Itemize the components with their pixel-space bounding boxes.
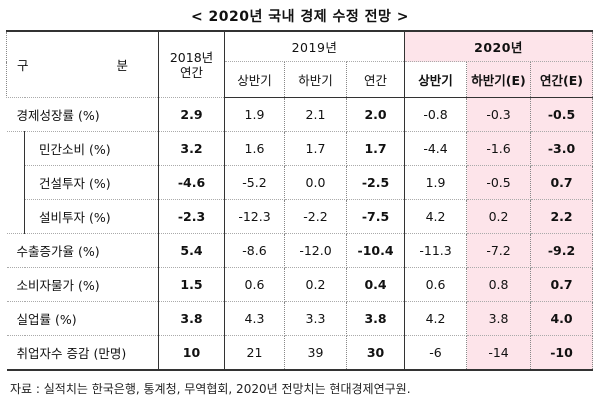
row-value: 0.0 bbox=[284, 165, 347, 200]
row-label: 건설투자 (%) bbox=[24, 165, 159, 200]
row-indent-gutter bbox=[6, 165, 25, 200]
source-note: 자료 : 실적치는 한국은행, 통계청, 무역협회, 2020년 전망치는 현대… bbox=[10, 382, 411, 396]
header-2020-annual: 연간(E) bbox=[530, 61, 594, 98]
table-row: 소비자물가 (%) 1.5 0.6 0.2 0.4 0.6 0.8 0.7 bbox=[6, 267, 594, 302]
row-value: 1.5 bbox=[158, 267, 225, 302]
row-value: -12.3 bbox=[224, 199, 285, 234]
row-label: 민간소비 (%) bbox=[24, 131, 159, 166]
header-row-2: 상반기 하반기 연간 상반기 하반기(E) 연간(E) bbox=[7, 61, 594, 98]
row-indent-gutter bbox=[6, 199, 25, 234]
row-value: 2.0 bbox=[345, 97, 406, 132]
row-value: 1.9 bbox=[224, 97, 285, 132]
row-value: 30 bbox=[345, 335, 406, 371]
row-value: 3.2 bbox=[158, 131, 225, 166]
table-title: < 2020년 국내 경제 수정 전망 > bbox=[190, 9, 410, 25]
row-value: 0.7 bbox=[530, 165, 594, 200]
table-row: 실업률 (%) 3.8 4.3 3.3 3.8 4.2 3.8 4.0 bbox=[6, 301, 594, 336]
header-2018-annual: 2018년 연간 bbox=[158, 30, 225, 98]
header-2018-label: 연간 bbox=[179, 64, 203, 80]
row-value: 0.4 bbox=[345, 267, 406, 302]
row-value: -10 bbox=[530, 335, 594, 371]
row-value: 4.2 bbox=[404, 301, 468, 336]
row-value: -1.6 bbox=[466, 131, 532, 166]
row-value: -11.3 bbox=[404, 233, 468, 268]
table-row: 경제성장률 (%) 2.9 1.9 2.1 2.0 -0.8 -0.3 -0.5 bbox=[6, 97, 594, 132]
header-2019-h1: 상반기 bbox=[224, 61, 285, 98]
header-category-cell: 구 분 bbox=[6, 30, 159, 98]
row-value: 1.9 bbox=[404, 165, 468, 200]
header-row-1: 구 분 2018년 연간 2019년 2020년 bbox=[6, 30, 594, 98]
row-value: 4.3 bbox=[224, 301, 285, 336]
row-value: -4.4 bbox=[404, 131, 468, 166]
row-value: -10.4 bbox=[345, 233, 406, 268]
row-label: 소비자물가 (%) bbox=[6, 267, 159, 302]
row-label: 수출증가율 (%) bbox=[6, 233, 159, 268]
row-value: -9.2 bbox=[530, 233, 594, 268]
table-row: 건설투자 (%) -4.6 -5.2 0.0 -2.5 1.9 -0.5 0.7 bbox=[6, 165, 594, 200]
header-2019-annual: 연간 bbox=[345, 61, 406, 98]
row-value: -0.8 bbox=[404, 97, 468, 132]
row-value: 0.6 bbox=[224, 267, 285, 302]
row-value: 21 bbox=[224, 335, 285, 371]
row-value: 10 bbox=[158, 335, 225, 371]
row-value: 0.2 bbox=[284, 267, 347, 302]
table-body: 경제성장률 (%) 2.9 1.9 2.1 2.0 -0.8 -0.3 -0.5 민간소비 (%… bbox=[6, 97, 594, 371]
row-label: 실업률 (%) bbox=[6, 301, 159, 336]
header-2019-h2: 하반기 bbox=[284, 61, 347, 98]
row-value: 3.8 bbox=[466, 301, 532, 336]
row-value: -4.6 bbox=[158, 165, 225, 200]
row-value: 5.4 bbox=[158, 233, 225, 268]
row-value: 3.8 bbox=[158, 301, 225, 336]
row-label: 경제성장률 (%) bbox=[6, 97, 159, 132]
row-value: -2.3 bbox=[158, 199, 225, 234]
row-value: 3.3 bbox=[284, 301, 347, 336]
row-value: 2.9 bbox=[158, 97, 225, 132]
header-2020-h2: 하반기(E) bbox=[466, 61, 532, 98]
header-2020-h1: 상반기 bbox=[404, 61, 468, 98]
row-value: -0.5 bbox=[530, 97, 594, 132]
row-label: 설비투자 (%) bbox=[24, 199, 159, 234]
economic-outlook-table: 구 분 2018년 연간 2019년 2020년 상반기 하반기 연간 상반기 … bbox=[6, 30, 594, 371]
header-category-right: 분 bbox=[116, 58, 128, 73]
row-value: 0.2 bbox=[466, 199, 532, 234]
row-value: 39 bbox=[284, 335, 347, 371]
row-value: -14 bbox=[466, 335, 532, 371]
row-value: 2.2 bbox=[530, 199, 594, 234]
table-row: 설비투자 (%) -2.3 -12.3 -2.2 -7.5 4.2 0.2 2.2 bbox=[6, 199, 594, 234]
row-value: 1.7 bbox=[284, 131, 347, 166]
row-value: 1.7 bbox=[345, 131, 406, 166]
header-2018-year: 2018년 bbox=[169, 49, 214, 65]
row-value: 0.8 bbox=[466, 267, 532, 302]
row-value: 4.2 bbox=[404, 199, 468, 234]
row-value: -8.6 bbox=[224, 233, 285, 268]
row-value: -7.5 bbox=[345, 199, 406, 234]
row-value: 4.0 bbox=[530, 301, 594, 336]
row-value: -0.5 bbox=[466, 165, 532, 200]
row-value: 1.6 bbox=[224, 131, 285, 166]
row-indent-gutter bbox=[6, 131, 25, 166]
table-row: 민간소비 (%) 3.2 1.6 1.7 1.7 -4.4 -1.6 -3.0 bbox=[6, 131, 594, 166]
table-row: 취업자수 증감 (만명) 10 21 39 30 -6 -14 -10 bbox=[6, 335, 594, 371]
row-value: -0.3 bbox=[466, 97, 532, 132]
row-label: 취업자수 증감 (만명) bbox=[6, 335, 159, 371]
row-value: -2.5 bbox=[345, 165, 406, 200]
row-value: 0.6 bbox=[404, 267, 468, 302]
row-value: -5.2 bbox=[224, 165, 285, 200]
row-value: -3.0 bbox=[530, 131, 594, 166]
header-group-2020: 2020년 bbox=[404, 30, 594, 62]
row-value: -7.2 bbox=[466, 233, 532, 268]
row-value: 3.8 bbox=[345, 301, 406, 336]
header-group-2019: 2019년 bbox=[223, 30, 406, 62]
row-value: 2.1 bbox=[284, 97, 347, 132]
row-value: -2.2 bbox=[284, 199, 347, 234]
row-value: -12.0 bbox=[284, 233, 347, 268]
row-value: 0.7 bbox=[530, 267, 594, 302]
table-row: 수출증가율 (%) 5.4 -8.6 -12.0 -10.4 -11.3 -7.2 -9.2 bbox=[6, 233, 594, 268]
row-value: -6 bbox=[404, 335, 468, 371]
header-category-left: 구 bbox=[17, 58, 29, 73]
